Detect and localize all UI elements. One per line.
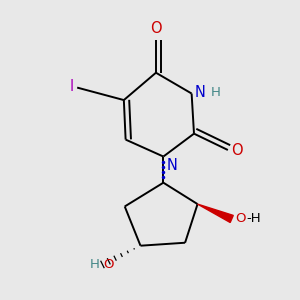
Text: H: H (211, 86, 220, 99)
Text: I: I (69, 80, 74, 94)
Text: O: O (150, 22, 162, 37)
Text: N: N (166, 158, 177, 173)
Text: O: O (235, 212, 246, 226)
Text: O: O (103, 258, 113, 271)
Text: N: N (195, 85, 206, 100)
Text: -H: -H (247, 212, 261, 226)
Text: H: H (90, 258, 100, 271)
Text: O: O (231, 142, 242, 158)
Polygon shape (198, 204, 233, 223)
